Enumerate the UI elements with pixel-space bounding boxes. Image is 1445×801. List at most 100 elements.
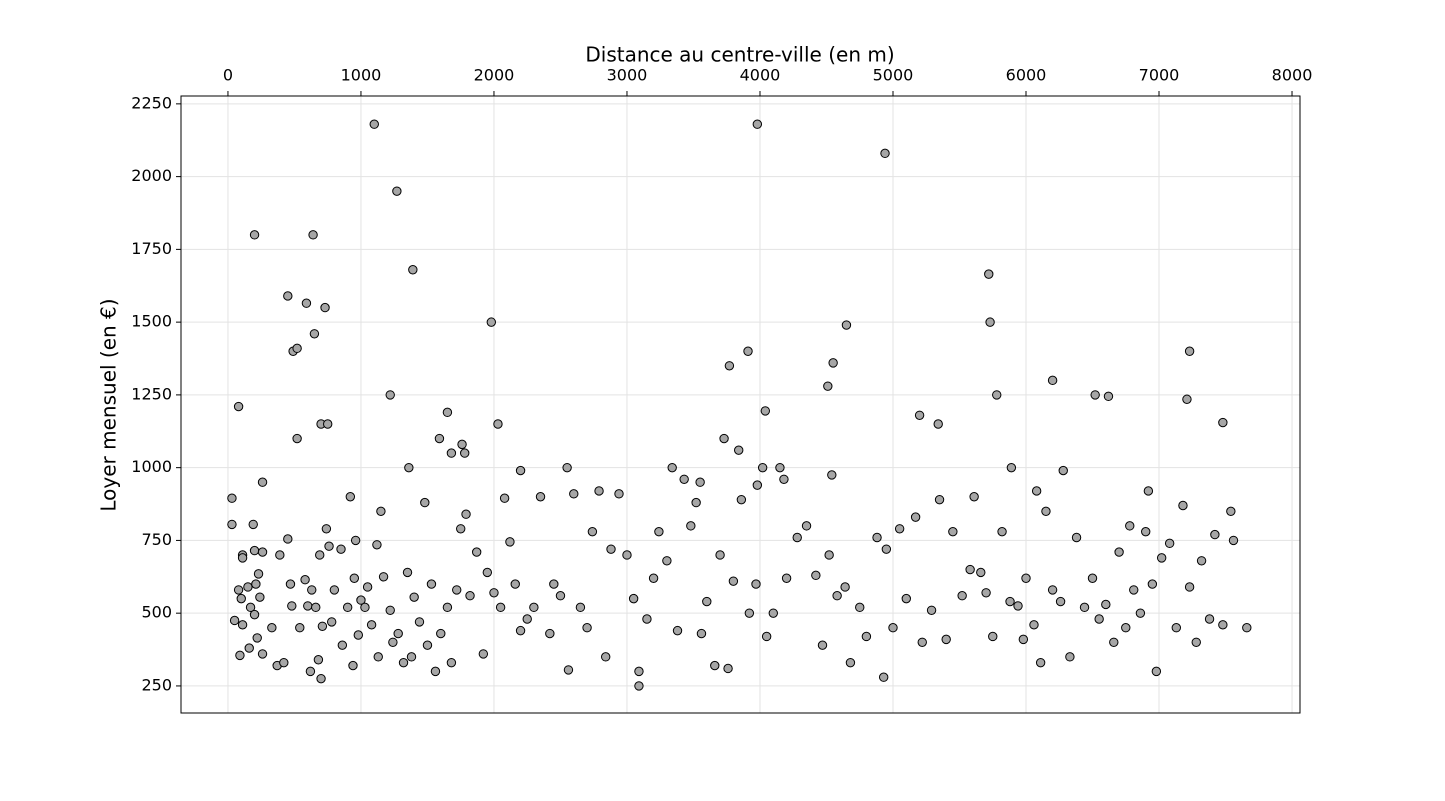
point [1035, 657, 1046, 668]
point [249, 609, 260, 620]
point [348, 660, 358, 671]
point [398, 657, 409, 668]
point [353, 630, 364, 640]
x-tick-label: 2000 [474, 66, 515, 85]
y-tick-label: 1750 [131, 239, 172, 258]
x-tick-label: 6000 [1006, 66, 1047, 85]
point [736, 494, 747, 505]
point [452, 585, 462, 595]
point [257, 477, 268, 487]
point [878, 672, 889, 682]
point [1184, 346, 1195, 356]
point [840, 582, 850, 592]
point [1141, 526, 1151, 537]
point [984, 269, 994, 279]
point [861, 631, 872, 642]
point [308, 230, 318, 240]
point [1058, 465, 1068, 476]
y-tick-label: 250 [141, 675, 172, 694]
plot-frame [180, 95, 1301, 714]
point [301, 298, 312, 308]
point [634, 666, 644, 677]
point [275, 550, 285, 560]
point [442, 602, 453, 613]
point [309, 329, 320, 339]
point [376, 506, 386, 517]
point [841, 320, 852, 330]
point [642, 614, 652, 624]
point [456, 524, 466, 534]
point [292, 433, 302, 444]
point [283, 291, 293, 301]
point [409, 592, 419, 602]
point [267, 623, 277, 633]
point [801, 521, 812, 531]
point [888, 623, 898, 633]
point [985, 317, 995, 327]
point [317, 621, 328, 631]
point [672, 625, 683, 636]
point [486, 317, 497, 327]
point [768, 608, 778, 618]
point [311, 602, 321, 613]
point [686, 521, 696, 531]
point [845, 657, 856, 668]
point [378, 572, 389, 582]
point [323, 419, 333, 429]
point [832, 591, 842, 601]
point [414, 617, 425, 627]
point [1125, 521, 1135, 531]
grid [181, 96, 1300, 713]
y-tick-label: 1000 [131, 457, 172, 476]
point [1103, 391, 1114, 402]
point [287, 601, 297, 611]
point [679, 474, 689, 484]
point [457, 439, 467, 450]
point [628, 593, 639, 604]
point [337, 640, 348, 650]
point [1210, 529, 1220, 540]
point [471, 547, 482, 557]
point [478, 649, 489, 659]
point [324, 541, 334, 551]
point [249, 545, 260, 556]
point [933, 419, 943, 429]
point [251, 579, 261, 589]
point [402, 567, 413, 578]
x-axis-label: Distance au centre-ville (en m) [585, 43, 894, 67]
point [408, 265, 418, 275]
point [781, 573, 792, 583]
point [914, 410, 925, 420]
point [385, 605, 395, 615]
point [465, 591, 475, 601]
point [1218, 620, 1228, 630]
point [505, 537, 515, 547]
point [303, 601, 313, 611]
point [1228, 535, 1239, 546]
point [634, 681, 644, 691]
point [316, 673, 326, 684]
point [388, 637, 398, 647]
point [562, 462, 572, 473]
point [529, 602, 539, 613]
x-tick-label: 5000 [873, 66, 914, 85]
point [434, 433, 445, 444]
point [499, 493, 510, 503]
point [723, 663, 733, 674]
point [535, 492, 546, 502]
point [926, 605, 937, 615]
point [1018, 634, 1029, 645]
point [493, 419, 503, 429]
point [606, 544, 616, 554]
point [315, 550, 325, 560]
point [1135, 608, 1146, 618]
point [321, 524, 332, 534]
point [366, 620, 377, 630]
point [430, 666, 441, 677]
point [350, 535, 361, 546]
point [582, 623, 592, 633]
point [969, 492, 979, 502]
point [724, 361, 735, 371]
point [622, 550, 632, 560]
